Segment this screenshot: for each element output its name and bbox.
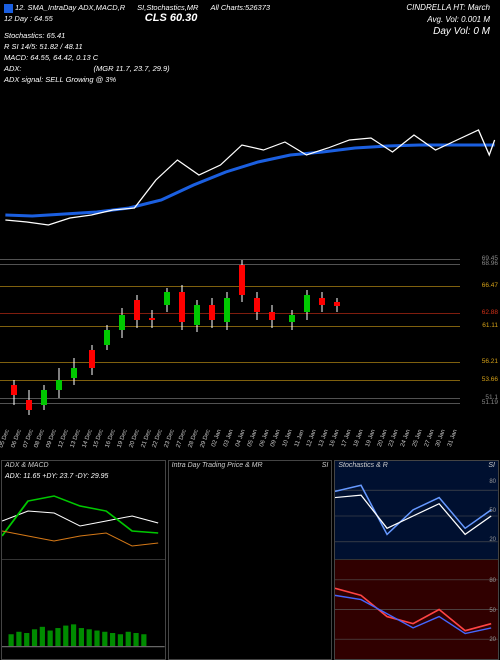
day-vol-label: Day Vol: 0 M bbox=[406, 26, 490, 38]
chart-header: 12. SMA_IntraDay ADX,MACD,R SI,Stochasti… bbox=[0, 0, 500, 90]
right-header: CINDRELLA HT: March Avg. Vol: 0.001 M Da… bbox=[406, 2, 490, 38]
panel-right-label: SI bbox=[488, 462, 495, 469]
axis-label: 80 bbox=[489, 479, 496, 485]
macd-label: MACD: 64.55, 64.42, 0.13 C bbox=[4, 52, 98, 63]
adx-label: ADX: bbox=[4, 63, 22, 74]
axis-label: 20 bbox=[489, 537, 496, 543]
panel-title: Intra Day Trading Price & MR bbox=[172, 462, 263, 469]
intraday-panel: Intra Day Trading Price & MR SI bbox=[168, 460, 333, 660]
stochastics-label: Stochastics: 65.41 bbox=[4, 30, 65, 41]
indicators-label: 12. SMA_IntraDay ADX,MACD,R bbox=[15, 3, 125, 12]
cls-label: CLS 60.30 bbox=[145, 13, 198, 24]
axis-label: 20 bbox=[489, 637, 496, 643]
chart-id-label: All Charts:526373 bbox=[210, 2, 270, 13]
axis-label: 80 bbox=[489, 578, 496, 584]
sma-label: 12 Day : 64.55 bbox=[4, 13, 53, 24]
axis-label: 50 bbox=[489, 608, 496, 614]
month-label: March bbox=[468, 3, 490, 12]
panel-right-label: SI bbox=[322, 462, 329, 469]
adx-macd-panel: ADX & MACD ADX: 11.65 +DY: 23.7 -DY: 29.… bbox=[1, 460, 166, 660]
date-axis: 05 Dec06 Dec07 Dec08 Dec09 Dec12 Dec13 D… bbox=[0, 430, 460, 458]
axis-label: 50 bbox=[489, 508, 496, 514]
stochastics-panel: Stochastics & R SI 80 50 20 80 50 bbox=[334, 460, 499, 660]
adx-signal-label: ADX signal: SELL Growing @ 3% bbox=[4, 74, 116, 85]
panel-title: Stochastics & R bbox=[338, 462, 387, 469]
candlestick-chart: 69.4568.9666.4762.8861.1156.2153.6651.15… bbox=[0, 250, 500, 430]
company-label: CINDRELLA HT: bbox=[406, 3, 465, 12]
rsi-label: R SI 14/5: 51.82 / 48.11 bbox=[4, 41, 83, 52]
legend-swatch bbox=[4, 4, 13, 13]
mgr-label: (MGR 11.7, 23.7, 29.9) bbox=[94, 63, 170, 74]
adx-values-label: ADX: 11.65 +DY: 23.7 -DY: 29.95 bbox=[5, 473, 108, 480]
bottom-panels: ADX & MACD ADX: 11.65 +DY: 23.7 -DY: 29.… bbox=[0, 460, 500, 660]
avg-vol-label: Avg. Vol: 0.001 M bbox=[406, 14, 490, 26]
price-line-chart bbox=[0, 90, 500, 250]
panel-title: ADX & MACD bbox=[5, 462, 49, 469]
